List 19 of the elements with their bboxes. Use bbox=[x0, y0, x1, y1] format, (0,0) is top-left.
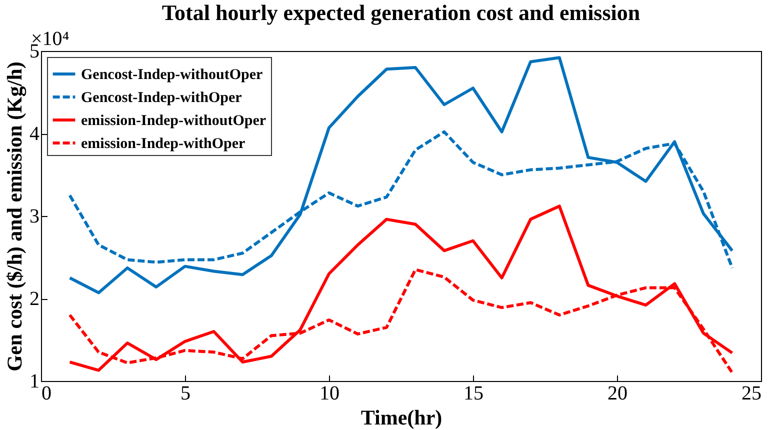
x-tick-label: 20 bbox=[608, 382, 628, 404]
x-tick-label: 25 bbox=[742, 382, 762, 404]
legend-label: Gencost-Indep-withOper bbox=[81, 90, 242, 106]
line-series bbox=[68, 204, 734, 372]
legend-label: emission-Indep-withoutOper bbox=[81, 113, 266, 129]
legend-label: emission-Indep-withOper bbox=[81, 136, 246, 152]
x-axis-title: Time(hr) bbox=[360, 406, 442, 430]
y-tick-label: 4 bbox=[30, 123, 40, 145]
y-tick-label: 3 bbox=[30, 206, 40, 228]
chart-title: Total hourly expected generation cost and emission bbox=[162, 0, 640, 25]
line-series bbox=[68, 56, 734, 294]
y-tick-label: 2 bbox=[30, 288, 40, 310]
legend-label: Gencost-Indep-withoutOper bbox=[81, 67, 264, 83]
y-axis-title: Gen cost ($/h) and emission (Kg/h) bbox=[2, 62, 26, 372]
x-tick-label: 15 bbox=[464, 382, 484, 404]
x-tick-label: 5 bbox=[180, 382, 190, 404]
x-tick-label: 0 bbox=[42, 382, 52, 404]
y-tick-label: 1 bbox=[30, 370, 40, 392]
x-tick-label: 10 bbox=[320, 382, 340, 404]
